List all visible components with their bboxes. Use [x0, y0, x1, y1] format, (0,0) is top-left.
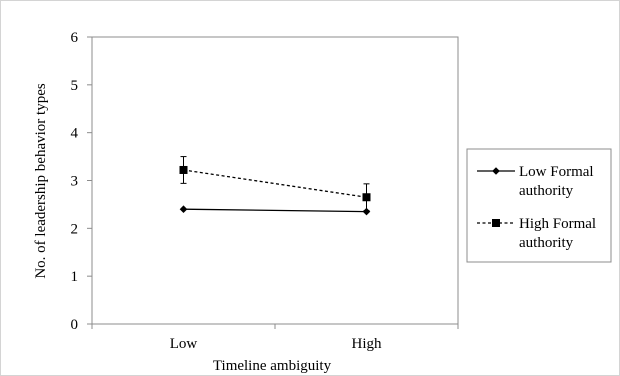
- legend-item: Low Formal authority: [477, 164, 594, 199]
- legend-label: authority: [519, 183, 574, 199]
- data-point: [362, 207, 371, 216]
- y-axis-title: No. of leadership behavior types: [33, 83, 49, 279]
- legend-label: authority: [519, 235, 574, 251]
- y-tick-label: 3: [71, 174, 79, 190]
- legend-item: High Formal authority: [477, 216, 596, 251]
- series-2: [179, 156, 371, 212]
- x-tick-label: Low: [170, 336, 198, 352]
- data-point: [179, 205, 188, 213]
- y-tick-label: 1: [71, 269, 79, 285]
- y-tick-label: 0: [71, 317, 79, 333]
- plot-area: [91, 36, 459, 325]
- y-axis: 0 1 2 3 4 5 6: [71, 30, 92, 333]
- legend-label: Low Formal: [519, 164, 594, 180]
- legend-marker: [492, 219, 500, 227]
- data-point: [362, 193, 371, 202]
- series-1: [179, 205, 371, 216]
- y-tick-label: 2: [71, 221, 79, 237]
- y-tick-label: 4: [71, 126, 79, 142]
- legend-label: High Formal: [519, 216, 596, 232]
- x-axis: Low High: [91, 324, 459, 352]
- series-layer: [179, 156, 371, 216]
- series-line: [183, 208, 367, 213]
- legend-items: Low Formal authority High Formal authority: [477, 164, 596, 251]
- legend-box: [466, 148, 612, 263]
- y-tick-label: 5: [71, 78, 79, 94]
- series-line: [183, 169, 367, 198]
- x-tick-label: High: [352, 336, 383, 352]
- legend-marker: [492, 167, 500, 175]
- legend: Low Formal authority High Formal authority: [466, 148, 612, 263]
- x-axis-title: Timeline ambiguity: [213, 358, 332, 374]
- y-tick-label: 6: [71, 30, 79, 46]
- data-point: [179, 165, 188, 174]
